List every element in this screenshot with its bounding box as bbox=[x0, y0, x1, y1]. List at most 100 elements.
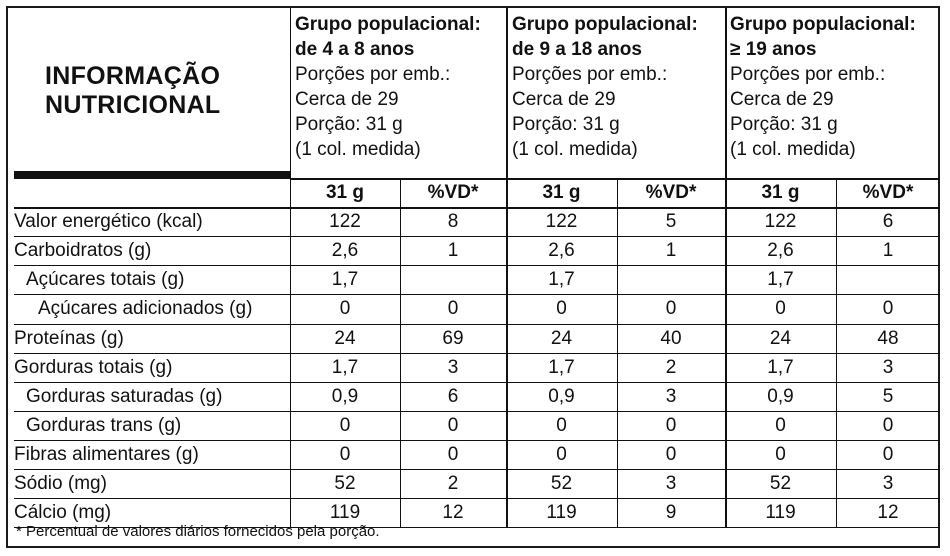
daily-value-percent: 1 bbox=[447, 240, 459, 261]
row-rule bbox=[14, 236, 940, 237]
nutrient-label: Carboidratos (g) bbox=[14, 240, 152, 261]
daily-value-percent: 2 bbox=[447, 473, 459, 494]
daily-value-percent: 12 bbox=[877, 502, 899, 523]
amount-value: 0 bbox=[775, 415, 786, 436]
column-header-amount: 31 g bbox=[761, 182, 800, 203]
row-rule bbox=[14, 265, 940, 266]
column-header-dv: %VD* bbox=[427, 182, 479, 203]
column-divider bbox=[617, 178, 618, 528]
daily-value-percent: 0 bbox=[882, 444, 894, 465]
group-detail-line: Cerca de 29 bbox=[730, 89, 834, 110]
population-group-header: Grupo populacional: de 4 a 8 anos Porções … bbox=[295, 12, 481, 162]
daily-value-percent: 1 bbox=[665, 240, 677, 261]
daily-value-percent: 5 bbox=[665, 211, 677, 232]
amount-value: 1,7 bbox=[331, 269, 359, 290]
amount-value: 0 bbox=[556, 415, 567, 436]
nutrient-label: Sódio (mg) bbox=[14, 473, 107, 494]
amount-value: 2,6 bbox=[331, 240, 359, 261]
amount-value: 52 bbox=[550, 473, 573, 494]
row-rule bbox=[14, 469, 940, 470]
population-group-header: Grupo populacional: de 9 a 18 anos Porções… bbox=[512, 12, 698, 162]
daily-value-percent: 0 bbox=[665, 415, 677, 436]
daily-value-percent: 5 bbox=[882, 386, 894, 407]
amount-value: 24 bbox=[550, 328, 573, 349]
group-detail-line: Cerca de 29 bbox=[295, 89, 399, 110]
daily-value-percent: 3 bbox=[665, 386, 677, 407]
group-detail-line: Porções por emb.: bbox=[730, 64, 886, 85]
amount-value: 1,7 bbox=[767, 269, 794, 290]
daily-value-percent: 0 bbox=[665, 444, 677, 465]
daily-value-percent: 1 bbox=[882, 240, 894, 261]
column-header-dv: %VD* bbox=[862, 182, 914, 203]
row-rule bbox=[14, 324, 940, 325]
group-detail-line: Porção: 31 g bbox=[295, 114, 403, 135]
nutrient-label: Açúcares adicionados (g) bbox=[38, 298, 253, 319]
nutrient-label: Gorduras saturadas (g) bbox=[26, 386, 223, 407]
group-detail-line: Porção: 31 g bbox=[512, 114, 620, 135]
amount-value: 0 bbox=[339, 298, 351, 319]
column-divider bbox=[400, 178, 401, 528]
amount-value: 122 bbox=[545, 211, 578, 232]
amount-value: 0,9 bbox=[331, 386, 359, 407]
daily-value-percent: 0 bbox=[447, 444, 459, 465]
amount-value: 119 bbox=[765, 502, 796, 523]
group-detail-line: Porções por emb.: bbox=[512, 64, 668, 85]
group-detail-line: (1 col. medida) bbox=[512, 139, 638, 160]
daily-value-percent: 48 bbox=[877, 328, 899, 349]
row-rule bbox=[14, 382, 940, 383]
daily-value-percent: 9 bbox=[665, 502, 677, 523]
daily-value-percent: 0 bbox=[882, 415, 894, 436]
group-heading-line: de 9 a 18 anos bbox=[512, 39, 642, 60]
nutrient-label: Cálcio (mg) bbox=[14, 502, 112, 523]
row-rule bbox=[14, 440, 940, 441]
daily-value-percent: 3 bbox=[447, 357, 459, 378]
column-header-amount: 31 g bbox=[325, 182, 365, 203]
amount-value: 0 bbox=[556, 444, 567, 465]
amount-value: 2,6 bbox=[548, 240, 575, 261]
amount-value: 0 bbox=[556, 298, 567, 319]
group-detail-line: (1 col. medida) bbox=[730, 139, 856, 160]
title-rule bbox=[14, 171, 290, 179]
table-top-rule bbox=[290, 178, 940, 180]
daily-value-percent: 3 bbox=[665, 473, 677, 494]
column-divider bbox=[836, 178, 837, 528]
title-line-1: INFORMAÇÃO bbox=[45, 62, 221, 90]
nutrient-label: Valor energético (kcal) bbox=[14, 211, 203, 232]
group-heading-line: Grupo populacional: bbox=[512, 14, 698, 35]
daily-value-percent: 12 bbox=[442, 502, 464, 523]
daily-value-percent: 0 bbox=[447, 298, 459, 319]
amount-value: 24 bbox=[769, 328, 792, 349]
group-detail-line: Porções por emb.: bbox=[295, 64, 451, 85]
row-rule bbox=[14, 294, 940, 295]
amount-value: 0 bbox=[775, 444, 786, 465]
panel-title: INFORMAÇÃO NUTRICIONAL bbox=[45, 62, 221, 120]
amount-value: 1,7 bbox=[767, 357, 794, 378]
amount-value: 0 bbox=[339, 415, 351, 436]
group-heading-line: Grupo populacional: bbox=[295, 14, 481, 35]
column-header-dv: %VD* bbox=[645, 182, 697, 203]
row-rule bbox=[14, 527, 940, 528]
nutrient-label: Açúcares totais (g) bbox=[26, 269, 185, 290]
group-divider bbox=[506, 8, 508, 528]
nutrient-label: Fibras alimentares (g) bbox=[14, 444, 199, 465]
daily-value-percent: 2 bbox=[665, 357, 677, 378]
amount-value: 0,9 bbox=[767, 386, 794, 407]
nutrient-label: Proteínas (g) bbox=[14, 328, 124, 349]
label-column-divider bbox=[290, 8, 291, 528]
row-rule bbox=[14, 411, 940, 412]
nutrient-label: Gorduras totais (g) bbox=[14, 357, 173, 378]
amount-value: 2,6 bbox=[767, 240, 794, 261]
column-header-amount: 31 g bbox=[542, 182, 581, 203]
group-heading-line: ≥ 19 anos bbox=[730, 39, 817, 60]
title-line-2: NUTRICIONAL bbox=[45, 91, 221, 119]
daily-value-percent: 0 bbox=[882, 298, 894, 319]
amount-value: 52 bbox=[334, 473, 356, 494]
amount-value: 52 bbox=[769, 473, 792, 494]
amount-value: 0,9 bbox=[548, 386, 575, 407]
amount-value: 0 bbox=[775, 298, 786, 319]
daily-value-percent bbox=[617, 265, 725, 294]
group-detail-line: Porção: 31 g bbox=[730, 114, 838, 135]
daily-value-percent: 6 bbox=[882, 211, 894, 232]
daily-value-percent: 8 bbox=[447, 211, 459, 232]
amount-value: 119 bbox=[546, 502, 577, 523]
